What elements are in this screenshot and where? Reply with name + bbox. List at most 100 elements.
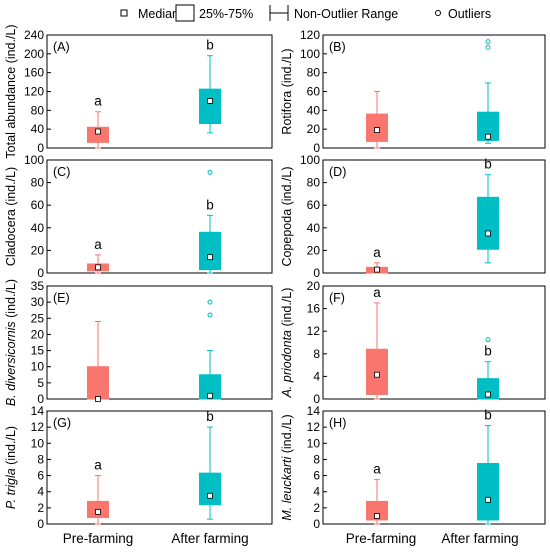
y-tick-label: 16 [307, 302, 321, 316]
box-pre-farming: a [366, 285, 388, 400]
median-marker [374, 127, 380, 134]
y-tick-label: 20 [31, 243, 45, 257]
significance-letter: b [484, 408, 492, 423]
y-tick-label: 12 [307, 324, 321, 338]
panel-d: 0 20 40 60 80 100 (D) Copepoda (ind./L) a b [280, 153, 546, 280]
y-tick-label: 20 [307, 122, 321, 136]
y-tick-label: 0 [313, 141, 320, 155]
legend-range-symbol [269, 5, 289, 21]
x-label-right-after: After farming [441, 531, 518, 546]
y-axis-label-unit: Total abundance (ind./L) [4, 24, 18, 158]
panel-h: 0 2 4 6 8 10 12 14 (H) M. leuckarti (ind./L) a b [280, 404, 546, 531]
median-marker [374, 371, 380, 378]
y-tick-label: 120 [300, 28, 320, 42]
panel-a: 0 40 80 120 160 200 240 (A) Total abundance (ind… [4, 24, 273, 159]
y-axis-label: A. priodonta (ind./L) [280, 288, 294, 399]
y-tick-label: 5 [37, 376, 44, 390]
plot-frame [322, 410, 546, 525]
y-tick-label: 2 [37, 501, 44, 515]
y-tick-label: 80 [31, 103, 45, 117]
significance-letter: b [206, 409, 214, 424]
median-marker [95, 128, 101, 135]
box-after-farming: b [199, 38, 221, 134]
panel-tag: (H) [329, 416, 346, 430]
significance-letter: a [373, 462, 381, 477]
y-axis-label-taxon: B. diversicornis [4, 321, 18, 406]
median-marker [207, 254, 213, 261]
median-marker [95, 396, 101, 402]
panel-g: 0 2 4 6 8 10 12 14 (G) P. trigla (ind./L) a b [4, 404, 273, 531]
y-tick-label: 0 [313, 392, 320, 406]
box-pre-farming: a [87, 94, 109, 149]
outlier-point [207, 299, 213, 305]
y-tick-label: 30 [31, 295, 45, 309]
panel-tag: (D) [329, 165, 346, 179]
outlier-point [485, 39, 491, 45]
y-tick-label: 10 [307, 436, 321, 450]
y-tick-label: 25 [31, 311, 45, 325]
y-axis-label-unit: (ind./L) [4, 426, 18, 468]
box-after-farming: b [477, 337, 499, 400]
outlier-point [207, 169, 213, 175]
y-axis-label: Rotifora (ind./L) [280, 48, 294, 134]
panel-tag: (C) [53, 165, 70, 179]
y-tick-label: 80 [307, 66, 321, 80]
y-tick-label: 8 [37, 452, 44, 466]
median-marker [207, 98, 213, 104]
iqr-box [87, 366, 109, 400]
y-tick-label: 0 [37, 517, 44, 531]
y-tick-label: 20 [31, 327, 45, 341]
y-tick-label: 4 [313, 485, 320, 499]
y-tick-label: 14 [31, 404, 45, 418]
median-marker [485, 230, 491, 237]
y-tick-label: 20 [307, 279, 321, 293]
y-tick-label: 40 [31, 221, 45, 235]
y-tick-label: 60 [307, 198, 321, 212]
y-tick-label: 0 [37, 266, 44, 280]
significance-letter: a [373, 285, 381, 300]
y-tick-label: 120 [24, 85, 44, 99]
box-pre-farming [366, 91, 388, 149]
iqr-box [477, 378, 499, 400]
y-tick-label: 12 [307, 420, 321, 434]
median-marker [207, 392, 213, 399]
box-after-farming [477, 39, 499, 144]
median-marker [95, 508, 101, 515]
median-marker [374, 513, 380, 519]
panel-c: 0 20 40 60 80 100 (C) Cladocera (ind./L) a b [4, 153, 273, 280]
iqr-box [199, 472, 221, 506]
legend-median-symbol [120, 9, 128, 17]
y-tick-label: 80 [31, 176, 45, 190]
y-tick-label: 240 [24, 28, 44, 42]
legend: Median 25%-75% Non-Outlier Range Outlier… [120, 4, 491, 22]
iqr-box [199, 88, 221, 125]
y-tick-label: 14 [307, 404, 321, 418]
y-tick-label: 200 [24, 47, 44, 61]
significance-letter: a [373, 245, 381, 260]
outlier-point [485, 44, 491, 50]
y-tick-label: 4 [37, 485, 44, 499]
y-tick-label: 100 [24, 153, 44, 167]
box-after-farming: b [477, 157, 499, 264]
y-tick-label: 100 [300, 47, 320, 61]
x-label-left-after: After farming [171, 531, 248, 546]
median-marker [95, 264, 101, 271]
y-tick-label: 0 [313, 266, 320, 280]
y-axis-label: Cladocera (ind./L) [4, 167, 18, 266]
panel-tag: (B) [329, 40, 346, 54]
plot-frame [46, 410, 273, 525]
panel-tag: (G) [53, 416, 71, 430]
y-tick-label: 0 [37, 392, 44, 406]
y-axis-label-unit: (ind./L) [280, 414, 294, 456]
x-label-right-pre: Pre-farming [346, 531, 417, 546]
y-axis-label-taxon: P. trigla [4, 468, 18, 509]
y-axis-label-unit: Cladocera (ind./L) [4, 167, 18, 266]
y-axis-label-unit: Rotifora (ind./L) [280, 48, 294, 134]
significance-letter: b [206, 38, 214, 53]
significance-letter: b [484, 157, 492, 172]
outlier-point [485, 337, 491, 343]
y-tick-label: 0 [313, 517, 320, 531]
y-axis-label-unit: (ind./L) [4, 279, 18, 321]
